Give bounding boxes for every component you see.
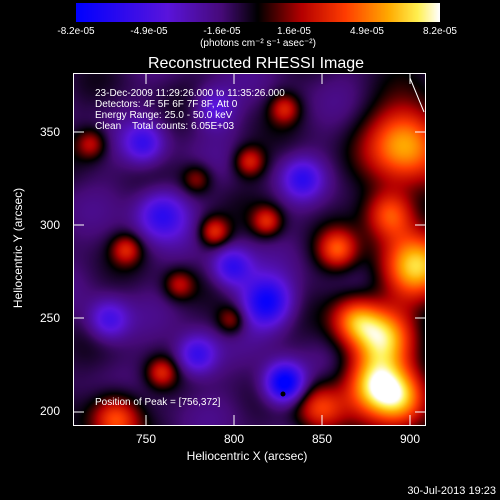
limb-line [409, 77, 425, 113]
footer-timestamp: 30-Jul-2013 19:23 [407, 485, 496, 497]
x-tick-label: 750 [135, 432, 157, 446]
colorbar-tick: 4.9e-05 [350, 26, 384, 37]
colorbar-tick: -4.9e-05 [130, 26, 168, 37]
colorbar-unit: (photons cm⁻² s⁻¹ asec⁻²) [200, 38, 316, 49]
y-tick-label: 250 [40, 311, 61, 325]
annotation-time: 23-Dec-2009 11:29:26.000 to 11:35:26.000 [95, 88, 285, 99]
colorbar-tick: 8.2e-05 [423, 26, 457, 37]
x-axis-label: Heliocentric X (arcsec) [186, 449, 308, 463]
x-tick-label: 800 [223, 432, 245, 446]
y-tick-label: 200 [40, 404, 61, 418]
y-tick-label: 350 [40, 125, 61, 139]
annotation-clean: Clean Total counts: 6.05E+03 [95, 121, 235, 132]
colorbar [76, 3, 440, 22]
x-tick-label: 900 [399, 432, 421, 446]
colorbar-tick: -8.2e-05 [57, 26, 95, 37]
colorbar-tick: -1.6e-05 [203, 26, 241, 37]
colorbar-tick: 1.6e-05 [277, 26, 311, 37]
annotation-detectors: Detectors: 4F 5F 6F 7F 8F, Att 0 [95, 99, 238, 110]
peak-marker [280, 391, 286, 397]
y-axis-label: Heliocentric Y (arcsec) [11, 187, 25, 309]
annotation-energy: Energy Range: 25.0 - 50.0 keV [95, 110, 233, 121]
x-tick-label: 850 [311, 432, 333, 446]
chart-title: Reconstructed RHESSI Image [147, 55, 365, 72]
heatmap-image [73, 73, 425, 425]
annotation-peak: Position of Peak = [756,372] [95, 397, 221, 408]
y-tick-label: 300 [40, 218, 61, 232]
